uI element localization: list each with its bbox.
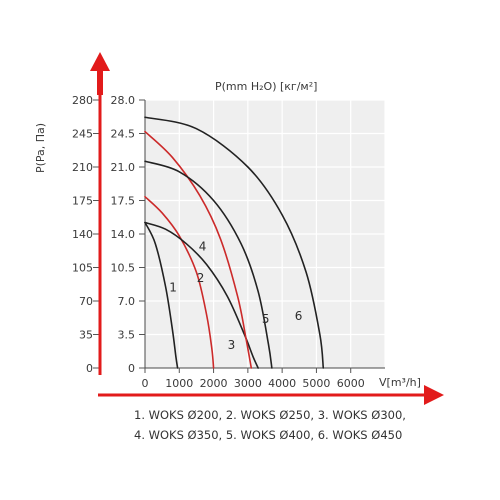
y-tick-label-pa: 105 <box>72 262 93 275</box>
curve-1 <box>144 221 179 369</box>
legend-line-2: 4. WOKS Ø350, 5. WOKS Ø400, 6. WOKS Ø450 <box>134 428 402 442</box>
y-tick-label-pa: 0 <box>86 362 93 375</box>
curve-3 <box>144 221 259 369</box>
y-tick-label-pa: 210 <box>72 161 93 174</box>
y-tick-label-mm: 14.0 <box>111 228 136 241</box>
y-tick-label-mm: 24.5 <box>111 128 136 141</box>
y-tick-label-mm: 17.5 <box>111 195 136 208</box>
y-tick-label-mm: 21.0 <box>111 161 136 174</box>
x-axis-label: V[m³/h] <box>379 376 421 389</box>
y-axis-ticks-mm: 0 3.5 7.0 10.5 14.0 17.5 21.0 24.5 28.0 <box>111 94 145 375</box>
x-tick-label: 3000 <box>234 377 262 390</box>
curve-label-5: 5 <box>262 312 270 326</box>
y-tick-label-pa: 175 <box>72 195 93 208</box>
x-tick-label: 4000 <box>268 377 296 390</box>
grid-lines <box>145 99 386 368</box>
y-tick-label-pa: 35 <box>79 329 93 342</box>
curve-4 <box>144 130 253 369</box>
y-axis-label-left: P(Pa, Па) <box>34 123 47 173</box>
y-tick-label-pa: 245 <box>72 128 93 141</box>
x-tick-label: 5000 <box>302 377 330 390</box>
curve-5 <box>144 160 273 369</box>
x-tick-label: 1000 <box>165 377 193 390</box>
y-tick-label-mm: 3.5 <box>118 329 136 342</box>
curve-label-3: 3 <box>228 338 236 352</box>
curve-label-2: 2 <box>197 271 205 285</box>
x-tick-label: 2000 <box>200 377 228 390</box>
curve-label-6: 6 <box>295 309 303 323</box>
y-axis-label-top: P(mm H₂O) [кг/м²] <box>215 80 317 93</box>
y-tick-label-mm: 28.0 <box>111 94 136 107</box>
curve-label-4: 4 <box>199 239 207 253</box>
curve-label-1: 1 <box>169 280 177 294</box>
x-tick-label: 6000 <box>337 377 365 390</box>
y-tick-label-pa: 70 <box>79 295 93 308</box>
curve-labels: 1 2 3 4 5 6 <box>169 239 302 352</box>
y-tick-label-mm: 7.0 <box>118 295 136 308</box>
y-tick-label-pa: 140 <box>72 228 93 241</box>
y-tick-label-mm: 0 <box>128 362 135 375</box>
y-axis-ticks-pa: 0 35 70 105 140 175 210 245 280 <box>72 94 100 375</box>
y-tick-label-pa: 280 <box>72 94 93 107</box>
y-tick-label-mm: 10.5 <box>111 262 136 275</box>
x-axis-ticks: 0 1000 2000 3000 4000 5000 6000 <box>142 368 365 390</box>
x-arrow <box>98 385 444 405</box>
legend-line-1: 1. WOKS Ø200, 2. WOKS Ø250, 3. WOKS Ø300… <box>134 408 406 422</box>
x-tick-label: 0 <box>142 377 149 390</box>
y-arrow <box>90 52 110 375</box>
curve-6 <box>144 116 325 369</box>
curve-2 <box>144 195 215 369</box>
curves <box>144 116 325 369</box>
